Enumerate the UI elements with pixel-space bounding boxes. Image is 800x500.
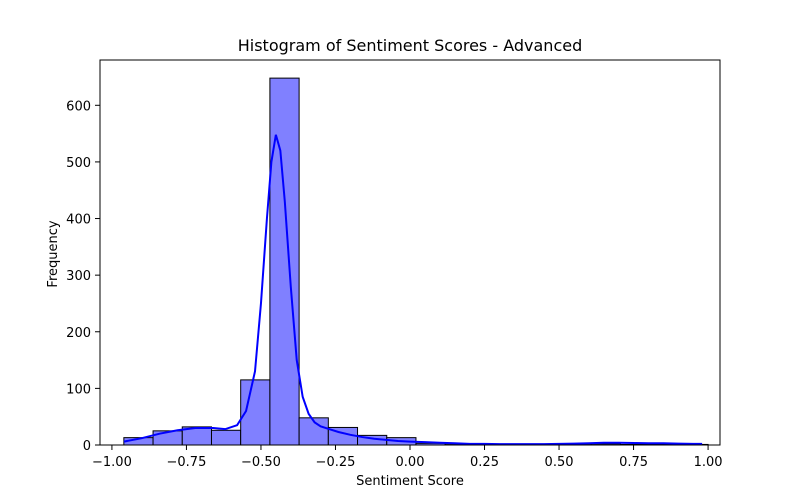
x-axis-ticks: −1.00 −0.75 −0.50 −0.25 0.00 0.25 0.50 0.75 1.00 [92,445,723,470]
y-tick-label: 0 [83,439,91,454]
y-tick-label: 200 [66,326,91,341]
y-axis-ticks: 0 100 200 300 400 500 600 [66,99,100,454]
x-tick-label: −0.25 [316,455,356,470]
x-axis-label: Sentiment Score [356,474,464,489]
y-tick-label: 600 [66,99,91,114]
kde-curve [123,134,703,446]
y-tick-label: 400 [66,213,91,228]
x-tick-label: 0.50 [545,455,574,470]
x-tick-label: 1.00 [694,455,723,470]
x-tick-label: −1.00 [92,455,132,470]
histogram-bars [123,77,709,446]
x-tick-label: 0.00 [396,455,425,470]
y-tick-label: 500 [66,156,91,171]
y-axis-label: Frequency [46,220,61,287]
x-tick-label: 0.25 [470,455,499,470]
x-tick-label: 0.75 [619,455,648,470]
histogram-bar [269,77,300,446]
x-tick-label: −0.50 [241,455,281,470]
chart-title: Histogram of Sentiment Scores - Advanced [238,36,583,55]
histogram-bar [210,429,242,446]
x-tick-label: −0.75 [167,455,207,470]
y-tick-label: 100 [66,382,91,397]
y-tick-label: 300 [66,269,91,284]
plot-frame [99,59,721,446]
